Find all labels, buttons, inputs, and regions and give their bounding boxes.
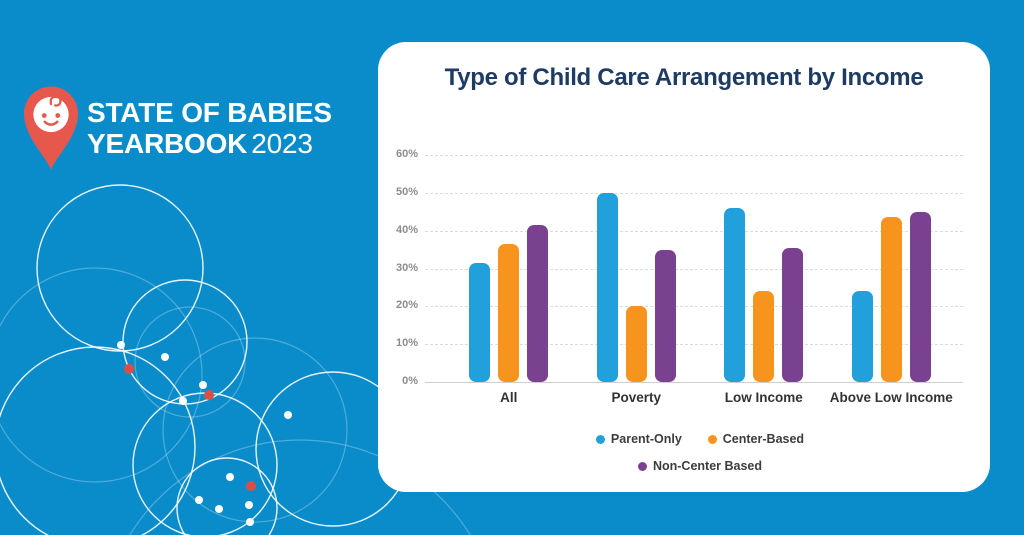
gridline (425, 268, 963, 270)
legend-dot-icon (595, 434, 605, 444)
gridline (425, 306, 963, 308)
x-labels: All Poverty Low Income Above Low Income (445, 390, 955, 405)
bar-non-center-based-all (527, 225, 549, 382)
bar-center-based-poverty (625, 306, 647, 382)
y-tick-label: 0% (402, 375, 418, 387)
y-tick-label: 60% (395, 148, 418, 160)
bar-groups (445, 155, 955, 382)
bar-non-center-based-low-income (782, 247, 804, 382)
bar-center-based-all (498, 243, 520, 382)
legend-item-parent-only: Parent-Only (595, 432, 682, 446)
node-dots-white (117, 341, 292, 526)
logo-year: 2023 (251, 127, 313, 159)
logo-yearbook: YEARBOOK (87, 127, 248, 159)
x-label-poverty: Poverty (611, 390, 662, 405)
legend-item-center-based: Center-Based (707, 432, 805, 446)
x-label-all: All (500, 390, 518, 405)
x-label-low-income: Low Income (724, 390, 803, 405)
plot-area: 60% 50% 40% 30% 20% 10% 0% (396, 148, 963, 387)
bar-parent-only-all (469, 262, 491, 382)
y-tick-label: 50% (395, 185, 418, 198)
gridline (425, 155, 963, 156)
gridline (425, 192, 963, 194)
bar-center-based-low-income (753, 291, 775, 382)
chart-card: Type of Child Care Arrangement by Income… (378, 42, 990, 492)
baby-pin-icon (24, 86, 78, 170)
logo-line1: STATE OF BABIES (87, 96, 332, 128)
legend-label: Non-Center Based (652, 459, 763, 473)
logo-text: STATE OF BABIES YEARBOOK 2023 (87, 96, 332, 159)
node-dots-red (124, 364, 256, 491)
logo-line2: YEARBOOK 2023 (87, 128, 332, 159)
bar-parent-only-poverty (596, 192, 618, 382)
bar-group-above-low-income (828, 155, 956, 382)
gridline (425, 382, 963, 383)
legend-label: Center-Based (722, 432, 805, 446)
legend-dot-icon (707, 434, 717, 444)
legend-label: Parent-Only (610, 432, 682, 446)
bar-group-poverty (573, 155, 701, 382)
bar-non-center-based-poverty (654, 249, 676, 382)
gridline (425, 344, 963, 346)
y-tick-label: 10% (395, 337, 418, 350)
bar-parent-only-low-income (724, 207, 746, 382)
gridline (425, 230, 963, 232)
legend-row-2: Non-Center Based (637, 459, 763, 473)
bar-group-all (445, 155, 573, 382)
legend-dot-icon (637, 461, 647, 471)
chart-title: Type of Child Care Arrangement by Income (444, 64, 924, 91)
bar-parent-only-above-low-income (851, 291, 873, 382)
legend-row-1: Parent-Only Center-Based (595, 432, 805, 446)
y-tick-label: 30% (395, 261, 418, 274)
x-label-above-low-income: Above Low Income (829, 390, 953, 405)
legend-item-non-center-based: Non-Center Based (637, 459, 763, 473)
legend: Parent-Only Center-Based Non-Center Based (445, 432, 955, 473)
y-tick-label: 40% (395, 223, 418, 236)
bar-center-based-above-low-income (880, 217, 902, 382)
y-tick-label: 20% (395, 299, 418, 312)
logo: STATE OF BABIES YEARBOOK 2023 (24, 86, 332, 170)
bar-group-low-income (700, 155, 828, 382)
bar-non-center-based-above-low-income (909, 211, 931, 382)
